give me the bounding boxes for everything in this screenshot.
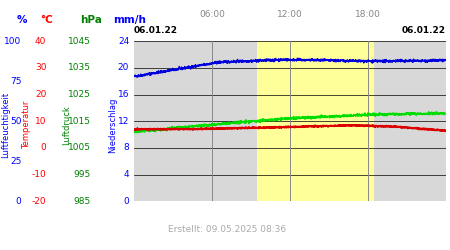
Text: 100: 100	[4, 37, 22, 46]
Text: 75: 75	[10, 77, 22, 86]
Text: 20: 20	[118, 64, 129, 72]
Text: Temperatur: Temperatur	[22, 101, 31, 149]
Text: hPa: hPa	[80, 15, 102, 25]
Text: 1015: 1015	[68, 117, 91, 126]
Text: 06.01.22: 06.01.22	[401, 26, 446, 35]
Text: 1025: 1025	[68, 90, 91, 99]
Text: 25: 25	[10, 157, 22, 166]
Text: 24: 24	[118, 37, 129, 46]
Text: 50: 50	[10, 117, 22, 126]
Text: Luftfeuchtigkeit: Luftfeuchtigkeit	[1, 92, 10, 158]
Text: 985: 985	[74, 197, 91, 206]
Text: mm/h: mm/h	[112, 15, 146, 25]
Text: 8: 8	[123, 144, 129, 152]
Text: 1045: 1045	[68, 37, 91, 46]
Text: 1035: 1035	[68, 64, 91, 72]
Text: 30: 30	[35, 64, 46, 72]
Text: 4: 4	[123, 170, 129, 179]
Bar	[257, 41, 374, 201]
Text: 0: 0	[40, 144, 46, 152]
Text: 06:00: 06:00	[199, 10, 225, 19]
Text: -10: -10	[32, 170, 46, 179]
Text: Luftdruck: Luftdruck	[62, 105, 71, 145]
Text: Erstellt: 09.05.2025 08:36: Erstellt: 09.05.2025 08:36	[168, 225, 287, 234]
Text: 40: 40	[35, 37, 46, 46]
Text: 20: 20	[35, 90, 46, 99]
Text: °C: °C	[40, 15, 53, 25]
Text: 10: 10	[35, 117, 46, 126]
Text: -20: -20	[32, 197, 46, 206]
Text: 995: 995	[74, 170, 91, 179]
Text: 0: 0	[123, 197, 129, 206]
Text: 12: 12	[118, 117, 129, 126]
Text: 18:00: 18:00	[355, 10, 381, 19]
Text: 06.01.22: 06.01.22	[134, 26, 178, 35]
Text: Niederschlag: Niederschlag	[108, 97, 117, 153]
Text: 1005: 1005	[68, 144, 91, 152]
Text: 16: 16	[117, 90, 129, 99]
Text: 0: 0	[16, 197, 22, 206]
Text: %: %	[16, 15, 27, 25]
Text: 12:00: 12:00	[277, 10, 303, 19]
